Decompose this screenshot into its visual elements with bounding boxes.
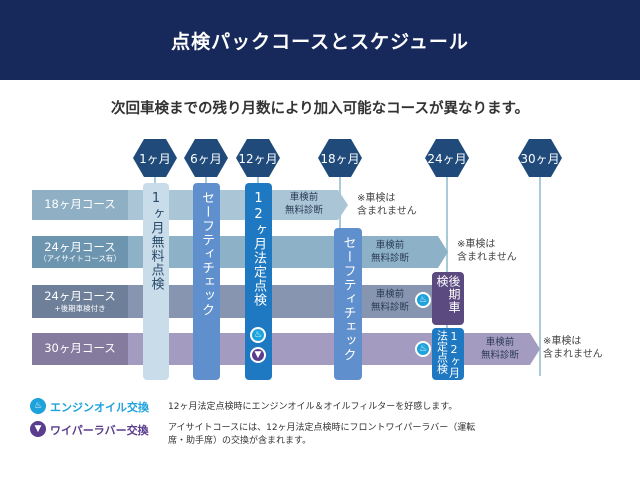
milestone-6m: 6ヶ月	[184, 139, 228, 177]
text: 車検前	[375, 289, 405, 300]
diagnosis-24-late: 車検前 無料診断	[364, 289, 416, 315]
text: 車検前	[289, 192, 319, 203]
course-label-24-eyesight: 24ヶ月コース （アイサイトコース有）	[32, 236, 128, 268]
service-legal-24m: 12ヶ月 法定点検	[432, 328, 464, 380]
wiper-icon: ▼	[250, 347, 266, 363]
oil-can-icon: ♨	[30, 398, 46, 414]
course-name: 18ヶ月コース	[44, 197, 116, 212]
course-name: 30ヶ月コース	[44, 341, 116, 356]
text: 含まれません	[543, 349, 603, 360]
text: 車検前	[485, 337, 515, 348]
course-bar-24-eyesight	[128, 236, 448, 268]
label: 法定点検	[435, 330, 449, 374]
text: 含まれません	[457, 252, 517, 263]
text: 含まれません	[357, 206, 417, 217]
milestone-30m: 30ヶ月	[518, 139, 562, 177]
oil-can-icon: ♨	[415, 341, 431, 357]
text: 無料診断	[370, 252, 409, 264]
note-18: ※車検は含まれません	[357, 192, 417, 218]
legend-oil-label: エンジンオイル交換	[50, 401, 149, 414]
course-sub: （アイサイトコース有）	[39, 254, 121, 264]
course-name: 24ヶ月コース	[44, 239, 116, 254]
service-1m-free: 1ヶ月無料点検	[143, 183, 169, 380]
course-sub: +後期車検付き	[54, 303, 106, 313]
service-late-shaken: 後期車検	[432, 272, 464, 325]
note-24: ※車検は含まれません	[457, 238, 517, 264]
note-30: ※車検は含まれません	[543, 335, 603, 361]
milestone-12m: 12ヶ月	[236, 139, 280, 177]
legend-oil-desc: 12ヶ月法定点検時にエンジンオイル＆オイルフィルターを好感します。	[168, 402, 458, 412]
subtitle: 次回車検までの残り月数により加入可能なコースが異なります。	[110, 101, 530, 117]
oil-can-icon: ♨	[250, 327, 266, 343]
course-label-24-late: 24ヶ月コース +後期車検付き	[32, 285, 128, 318]
page-title: 点検パックコースとスケジュール	[0, 0, 640, 80]
milestone-1m: 1ヶ月	[133, 139, 177, 177]
service-safety-18m: セーフティチェック	[334, 228, 362, 380]
course-label-18: 18ヶ月コース	[32, 190, 128, 220]
text: ※車検は	[543, 336, 582, 347]
course-bar-24-late	[128, 285, 438, 318]
diagnosis-18: 車検前 無料診断	[278, 192, 330, 218]
text: 無料診断	[284, 204, 323, 216]
text: 無料診断	[370, 301, 409, 313]
timeline-30m	[539, 176, 541, 376]
milestone-24m: 24ヶ月	[425, 139, 469, 177]
legend-wiper-desc: アイサイトコースには、12ヶ月法定点検時にフロントワイパーラバー（運転席・助手席…	[168, 423, 476, 447]
label: 12ヶ月	[447, 330, 461, 378]
text: 車検前	[375, 240, 405, 251]
service-safety-6m: セーフティチェック	[193, 183, 220, 380]
diagnosis-30: 車検前 無料診断	[472, 337, 528, 363]
legend-wiper-label: ワイパーラバー交換	[50, 424, 149, 437]
course-name: 24ヶ月コース	[44, 289, 116, 304]
text: ※車検は	[357, 193, 396, 204]
text: 無料診断	[480, 349, 519, 361]
course-label-30: 30ヶ月コース	[32, 333, 128, 365]
oil-can-icon: ♨	[415, 292, 431, 308]
wiper-icon: ▼	[30, 421, 46, 437]
text: ※車検は	[457, 239, 496, 250]
diagnosis-24: 車検前 無料診断	[364, 240, 416, 266]
milestone-18m: 18ヶ月	[318, 139, 362, 177]
